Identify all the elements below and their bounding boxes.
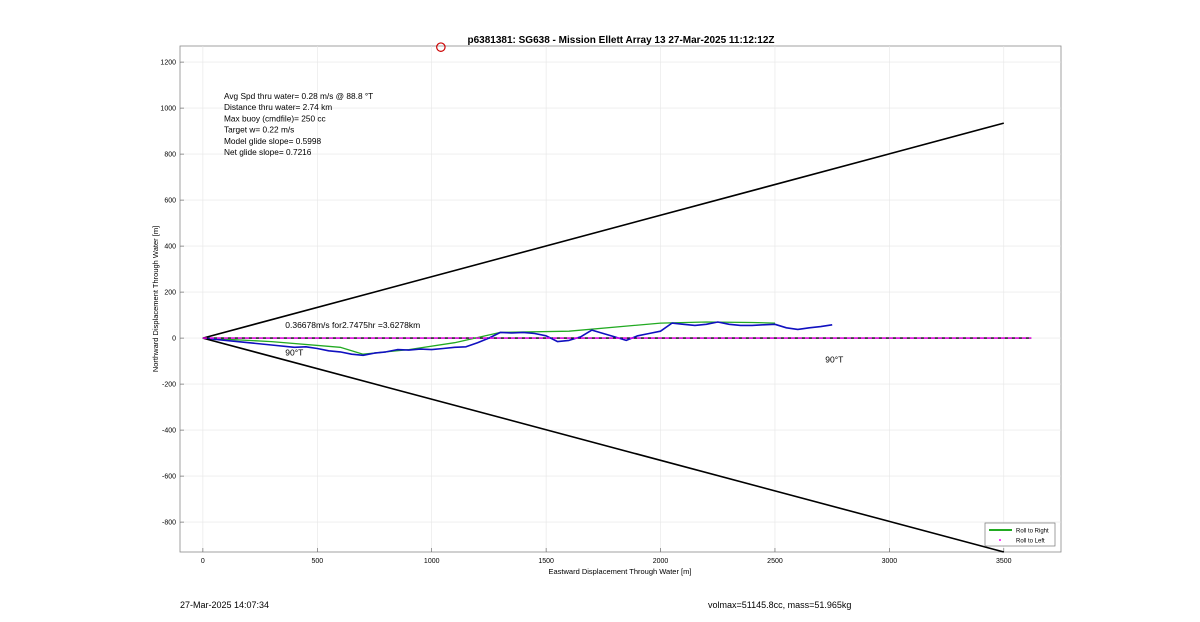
y-tick-label: 1200	[160, 60, 176, 67]
legend-box	[984, 522, 1056, 547]
footer-timestamp: 27-Mar-2025 14:07:34	[180, 600, 270, 610]
position-marker	[436, 42, 446, 52]
y-tick-label: 1000	[160, 106, 176, 113]
y-axis: -800 -600 -400 -200 0 200 400 600 800 1000 1200	[160, 60, 184, 527]
grid	[180, 46, 1061, 552]
y-tick-label: 200	[164, 290, 176, 297]
x-axis-label: Eastward Displacement Through Water [m]	[549, 567, 692, 576]
stats-line: Max buoy (cmdfile)= 250 cc	[224, 113, 326, 123]
legend-label-roll-left: Roll to Left	[1016, 539, 1045, 545]
y-tick-label: 600	[164, 198, 176, 205]
plot-area	[179, 45, 1062, 553]
x-tick-label: 1500	[538, 558, 554, 565]
x-axis: 0 500 1000 1500 2000 2500 3000 3500	[201, 548, 1012, 565]
x-tick-label: 2500	[767, 558, 783, 565]
legend-label-roll-right: Roll to Right	[1016, 529, 1049, 535]
legend: Roll to Right Roll to Left	[984, 522, 1056, 547]
stats-line: Model glide slope= 0.5998	[224, 136, 321, 146]
x-tick-label: 1000	[424, 558, 440, 565]
y-tick-label: -800	[162, 520, 176, 527]
x-tick-label: 0	[201, 558, 205, 565]
stats-line: Net glide slope= 0.7216	[224, 147, 312, 157]
y-tick-label: -200	[162, 382, 176, 389]
footer-volmax-mass: volmax=51145.8cc, mass=51.965kg	[708, 600, 852, 610]
y-tick-label: 0	[172, 336, 176, 343]
y-tick-label: -600	[162, 474, 176, 481]
series-group	[202, 42, 1032, 553]
current-annotation: 0.36678m/s for2.7475hr =3.6278km	[285, 320, 420, 330]
series-cone-lower	[202, 337, 1005, 553]
x-tick-label: 2000	[653, 558, 669, 565]
y-axis-label: Northward Displacement Through Water [m]	[151, 226, 160, 372]
y-tick-label: -400	[162, 428, 176, 435]
stats-line: Avg Spd thru water= 0.28 m/s @ 88.8 °T	[224, 91, 373, 101]
x-tick-label: 3000	[882, 558, 898, 565]
heading-label-left: 90°T	[285, 347, 303, 357]
x-tick-label: 500	[311, 558, 323, 565]
chart-title: p6381381: SG638 - Mission Ellett Array 1…	[467, 35, 774, 46]
stats-line: Target w= 0.22 m/s	[224, 125, 294, 135]
heading-label-right: 90°T	[825, 354, 843, 364]
x-tick-label: 3500	[996, 558, 1012, 565]
stats-line: Distance thru water= 2.74 km	[224, 102, 332, 112]
series-track	[202, 321, 833, 357]
legend-swatch-roll-left	[999, 539, 1001, 541]
y-tick-label: 400	[164, 244, 176, 251]
y-tick-label: 800	[164, 152, 176, 159]
series-cone-upper	[202, 122, 1005, 339]
stats-text: Avg Spd thru water= 0.28 m/s @ 88.8 °TDi…	[224, 91, 373, 157]
